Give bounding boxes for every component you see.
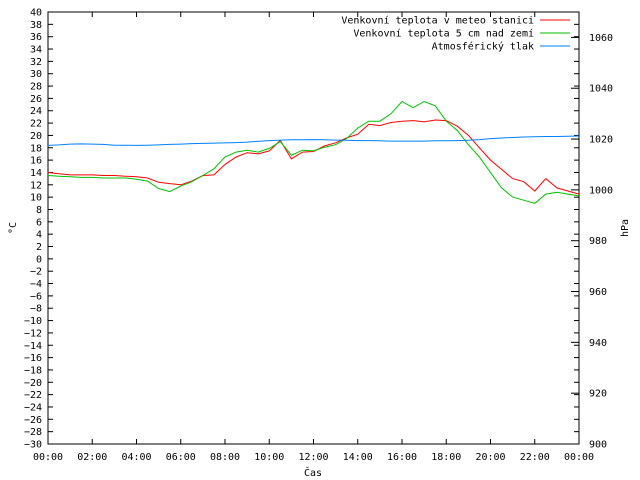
y-axis-label: °C bbox=[8, 222, 19, 234]
y-tick-label: −22 bbox=[24, 390, 42, 401]
x-tick-label: 18:00 bbox=[431, 452, 461, 463]
series-line-venkovni-teplota-v-meteo-stanici bbox=[47, 119, 580, 195]
y-tick-label: 8 bbox=[36, 205, 42, 216]
x-tick-label: 12:00 bbox=[298, 452, 328, 463]
x-tick-label: 20:00 bbox=[475, 452, 505, 463]
y-tick-label: −16 bbox=[24, 353, 42, 364]
x-axis-label: Čas bbox=[304, 466, 322, 479]
y-tick-label: 0 bbox=[36, 254, 42, 265]
y2-axis-ticks: 900 920 940 960 980 1000 1020 1040 1060 bbox=[571, 33, 613, 451]
x-tick-label: 06:00 bbox=[166, 452, 196, 463]
x-tick-label: 10:00 bbox=[254, 452, 284, 463]
y-tick-label: 10 bbox=[30, 193, 42, 204]
y-tick-label: 6 bbox=[36, 217, 42, 228]
x-tick-label: 02:00 bbox=[77, 452, 107, 463]
series-lines bbox=[47, 100, 580, 204]
y-tick-label: 2 bbox=[36, 242, 42, 253]
y-tick-label: 40 bbox=[30, 8, 42, 19]
y-tick-label: 16 bbox=[30, 156, 42, 167]
y-tick-label: 34 bbox=[30, 45, 42, 56]
y2-tick-label: 1020 bbox=[589, 135, 613, 146]
y-tick-label: 36 bbox=[30, 32, 42, 43]
y2-tick-label: 1060 bbox=[589, 33, 613, 44]
y-tick-label: 30 bbox=[30, 69, 42, 80]
y2-tick-label: 920 bbox=[589, 389, 607, 400]
legend-label: Atmosférický tlak bbox=[432, 41, 534, 53]
y-tick-label: −26 bbox=[24, 415, 42, 426]
x-tick-label: 04:00 bbox=[121, 452, 151, 463]
y-tick-label: 32 bbox=[30, 57, 42, 68]
y-tick-label: −4 bbox=[30, 279, 42, 290]
y-tick-label: −12 bbox=[24, 328, 42, 339]
y-tick-label: 12 bbox=[30, 180, 42, 191]
legend-label: Venkovní teplota v meteo stanici bbox=[341, 15, 534, 27]
plot-frame bbox=[47, 11, 580, 445]
y-tick-label: −20 bbox=[24, 378, 42, 389]
legend-label: Venkovní teplota 5 cm nad zemí bbox=[353, 28, 534, 40]
y2-tick-label: 1040 bbox=[589, 84, 613, 95]
y-tick-label: 26 bbox=[30, 94, 42, 105]
y2-tick-label: 940 bbox=[589, 338, 607, 349]
y-tick-label: 28 bbox=[30, 82, 42, 93]
y-tick-label: −6 bbox=[30, 291, 42, 302]
y-tick-label: −14 bbox=[24, 341, 42, 352]
y-tick-label: 4 bbox=[36, 230, 42, 241]
y-tick-label: −24 bbox=[24, 402, 42, 413]
y-tick-label: 22 bbox=[30, 119, 42, 130]
y-tick-label: −30 bbox=[24, 440, 42, 451]
y-tick-label: 18 bbox=[30, 143, 42, 154]
y-tick-label: 14 bbox=[30, 168, 42, 179]
y-tick-label: −8 bbox=[30, 304, 42, 315]
y2-tick-label: 960 bbox=[589, 287, 607, 298]
x-tick-label: 14:00 bbox=[343, 452, 373, 463]
y2-tick-label: 1000 bbox=[589, 185, 613, 196]
x-tick-label: 16:00 bbox=[387, 452, 417, 463]
series-line-venkovni-teplota-5-cm-nad-zemi bbox=[47, 100, 580, 204]
y-tick-label: −2 bbox=[30, 267, 42, 278]
y2-axis-label: hPa bbox=[620, 219, 631, 237]
x-tick-label: 00:00 bbox=[33, 452, 63, 463]
x-tick-label: 08:00 bbox=[210, 452, 240, 463]
y-tick-label: 24 bbox=[30, 106, 42, 117]
legend: Venkovní teplota v meteo staniciVenkovní… bbox=[341, 15, 570, 53]
y-tick-label: −28 bbox=[24, 427, 42, 438]
x-tick-label: 00:00 bbox=[564, 452, 594, 463]
y-tick-label: 20 bbox=[30, 131, 42, 142]
x-axis-ticks: 00:00 02:00 04:00 06:00 08:00 10:00 12:00 14:00… bbox=[33, 12, 594, 463]
y-tick-label: −10 bbox=[24, 316, 42, 327]
y-tick-label: 38 bbox=[30, 20, 42, 31]
series-line-atmosfericky-tlak bbox=[47, 135, 580, 146]
x-tick-label: 22:00 bbox=[520, 452, 550, 463]
y-tick-label: −18 bbox=[24, 365, 42, 376]
y-axis-ticks: −30−28−26−24−22−20−18−16−14−12−10−8−6−4−… bbox=[24, 8, 579, 451]
y2-tick-label: 980 bbox=[589, 236, 607, 247]
y2-tick-label: 900 bbox=[589, 440, 607, 451]
